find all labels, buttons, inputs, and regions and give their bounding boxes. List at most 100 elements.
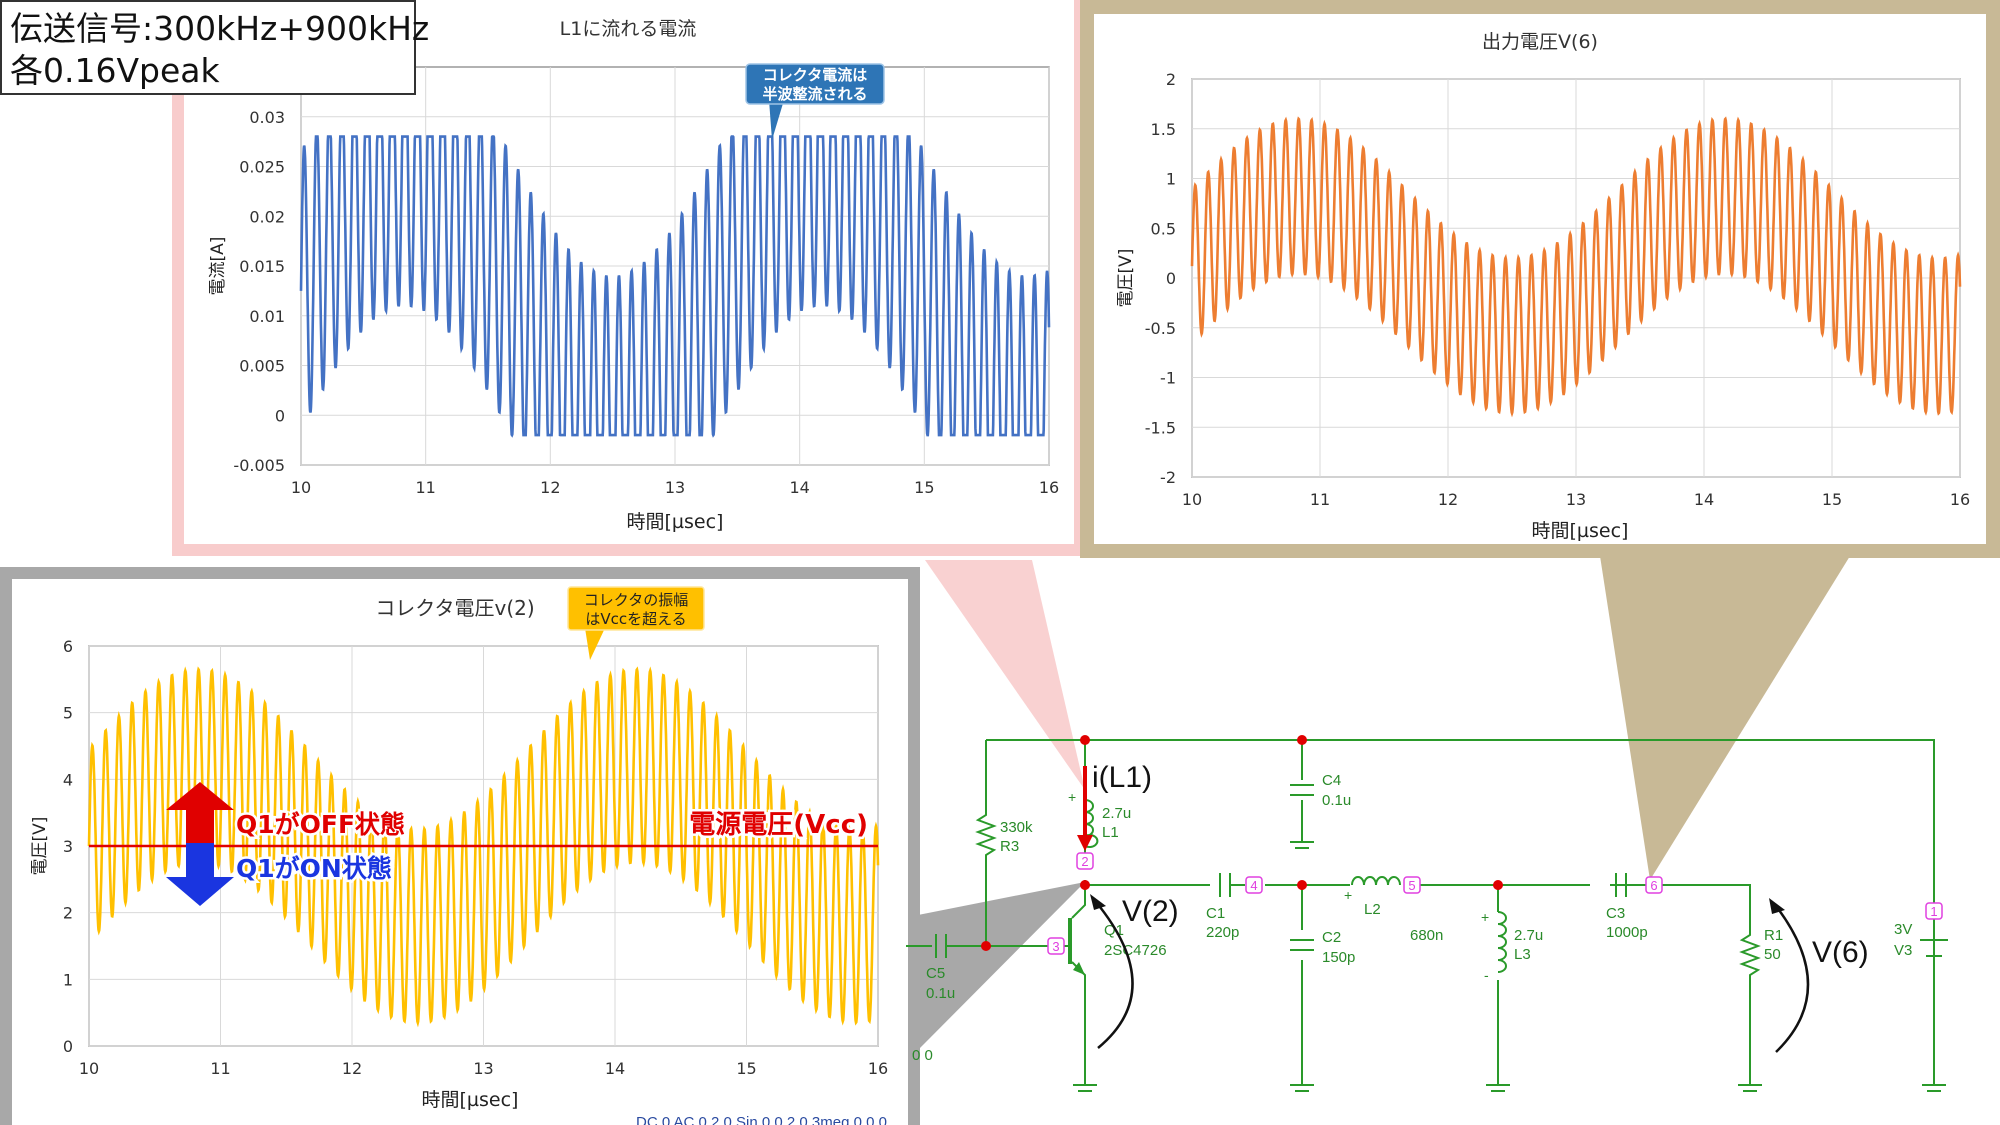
partial-zeros: 0 0 [912, 1047, 933, 1064]
q1-name: Q1 [1104, 922, 1124, 939]
svg-text:-: - [1484, 967, 1489, 983]
current-ticks: 10 11 12 13 14 15 16 -0.005 0 0.005 0.01 0.015 0.02 0… [233, 108, 1059, 497]
tan-callout-wedge [1600, 556, 1850, 880]
output-ytick-label: 0 [1166, 269, 1176, 288]
l1-name: L1 [1102, 824, 1119, 841]
signal-info-line1: 伝送信号:300kHz+900kHz [10, 9, 430, 48]
output-xtick-label: 13 [1566, 490, 1586, 509]
current-xlabel: 時間[µsec] [627, 511, 724, 533]
current-ytick-label: -0.005 [233, 456, 285, 475]
collector-annotation-callout: コレクタの振幅 はVccを超える [567, 586, 705, 660]
output-xtick-label: 11 [1310, 490, 1330, 509]
collector-ytick-label: 5 [63, 704, 73, 723]
r1-name: R1 [1764, 927, 1783, 944]
current-xtick-label: 14 [789, 478, 809, 497]
current-xtick-label: 12 [540, 478, 560, 497]
c4-name: C4 [1322, 772, 1341, 789]
on-state-label: Q1がON状態 [236, 854, 392, 883]
collector-ytick-label: 3 [63, 837, 73, 856]
off-state-label: Q1がOFF状態 [236, 810, 405, 839]
v6-arrowhead-icon [1769, 898, 1785, 914]
node-tag-6: 6 [1650, 878, 1657, 893]
l2-value: 680n [1410, 927, 1443, 944]
v3-value: 3V [1894, 921, 1912, 938]
signal-info-line2: 各0.16Vpeak [10, 51, 220, 90]
r3-value: 330k [1000, 819, 1033, 836]
output-ytick-label: -1.5 [1145, 418, 1176, 437]
collector-xtick-label: 15 [736, 1059, 756, 1078]
collector-xtick-label: 13 [473, 1059, 493, 1078]
output-chart: 出力電圧V(6) 10 11 12 13 14 15 16-2-1.5-1-0.500.51… [1116, 31, 1970, 542]
current-xtick-label: 16 [1039, 478, 1059, 497]
signal-info-box: 伝送信号:300kHz+900kHz 各0.16Vpeak [0, 0, 430, 95]
collector-ytick-label: 0 [63, 1037, 73, 1056]
c5-value: 0.1u [926, 985, 955, 1002]
node-tag-3: 3 [1052, 939, 1059, 954]
l3-name: L3 [1514, 946, 1531, 963]
l3-value: 2.7u [1514, 927, 1543, 944]
output-xtick-label: 14 [1694, 490, 1714, 509]
collector-xtick-label: 11 [210, 1059, 230, 1078]
output-ytick-label: -2 [1160, 468, 1176, 487]
current-ytick-label: 0 [275, 406, 285, 425]
transistor-emitter-arrow-icon [1073, 962, 1085, 975]
v3-name: V3 [1894, 942, 1912, 959]
c5-name: C5 [926, 965, 945, 982]
svg-text:+: + [1068, 789, 1076, 805]
node-tag-2: 2 [1081, 854, 1088, 869]
current-annotation-line2: 半波整流される [762, 85, 867, 103]
node-tag-1: 1 [1930, 904, 1937, 919]
output-xtick-label: 10 [1182, 490, 1202, 509]
output-ytick-label: -0.5 [1145, 319, 1176, 338]
collector-xtick-label: 14 [605, 1059, 625, 1078]
output-ylabel: 電圧[V] [1116, 249, 1136, 308]
current-ytick-label: 0.03 [249, 108, 285, 127]
v2-arrowhead-icon [1090, 894, 1106, 910]
c2-value: 150p [1322, 949, 1355, 966]
l1-value: 2.7u [1102, 805, 1131, 822]
c2-name: C2 [1322, 929, 1341, 946]
v2-curved-arrow-icon [1095, 901, 1134, 1049]
collector-ytick-label: 6 [63, 637, 73, 656]
collector-ytick-label: 1 [63, 970, 73, 989]
output-ytick-label: 0.5 [1151, 219, 1176, 238]
current-ytick-label: 0.025 [239, 158, 285, 177]
collector-ytick-label: 2 [63, 904, 73, 923]
v6-label: V(6) [1812, 936, 1869, 969]
r3-name: R3 [1000, 838, 1019, 855]
gray-callout-wedge [918, 882, 1085, 1050]
node-tag-labels: 2 3 4 5 6 1 [1052, 854, 1937, 954]
output-series-line [1190, 116, 1962, 418]
source-spec-partial: DC 0 AC 0.2 0 Sin 0 0.2 0.3meg 0 0 0 [636, 1114, 887, 1125]
output-xlabel: 時間[µsec] [1532, 520, 1629, 542]
node-tags [1047, 852, 1943, 955]
collector-annotation-line2: はVccを超える [585, 610, 686, 628]
polarity-marks: + + + - [1068, 789, 1489, 983]
node-tag-5: 5 [1408, 878, 1415, 893]
output-xtick-label: 12 [1438, 490, 1458, 509]
schematic-symbols [935, 784, 1948, 973]
collector-xtick-label: 16 [868, 1059, 888, 1078]
on-state-arrow-icon [166, 843, 234, 906]
current-probe-arrow-icon [1077, 766, 1093, 851]
current-xtick-label: 11 [415, 478, 435, 497]
v2-label: V(2) [1122, 895, 1179, 928]
collector-annotation-line1: コレクタの振幅 [584, 591, 688, 609]
current-xtick-label: 13 [665, 478, 685, 497]
vcc-label: 電源電圧(Vcc) [689, 810, 868, 840]
current-ytick-label: 0.02 [249, 207, 285, 226]
collector-xtick-label: 12 [342, 1059, 362, 1078]
node-tag-4: 4 [1250, 878, 1257, 893]
c1-name: C1 [1206, 905, 1225, 922]
current-series-line [299, 135, 1051, 438]
component-labels: 330k R3 2.7u L1 C4 0.1u C1 220p C2 150p … [636, 772, 1912, 1125]
collector-ytick-label: 4 [63, 770, 73, 789]
c3-name: C3 [1606, 905, 1625, 922]
current-chart-title: L1に流れる電流 [560, 18, 697, 40]
schematic-nodes [981, 735, 1503, 951]
r1-value: 50 [1764, 946, 1781, 963]
svg-text:+: + [1344, 887, 1352, 903]
output-ticks: 10 11 12 13 14 15 16 -2 -1.5 -1 -0.5 0 0.5 1 1.5 2 [1145, 70, 1970, 509]
